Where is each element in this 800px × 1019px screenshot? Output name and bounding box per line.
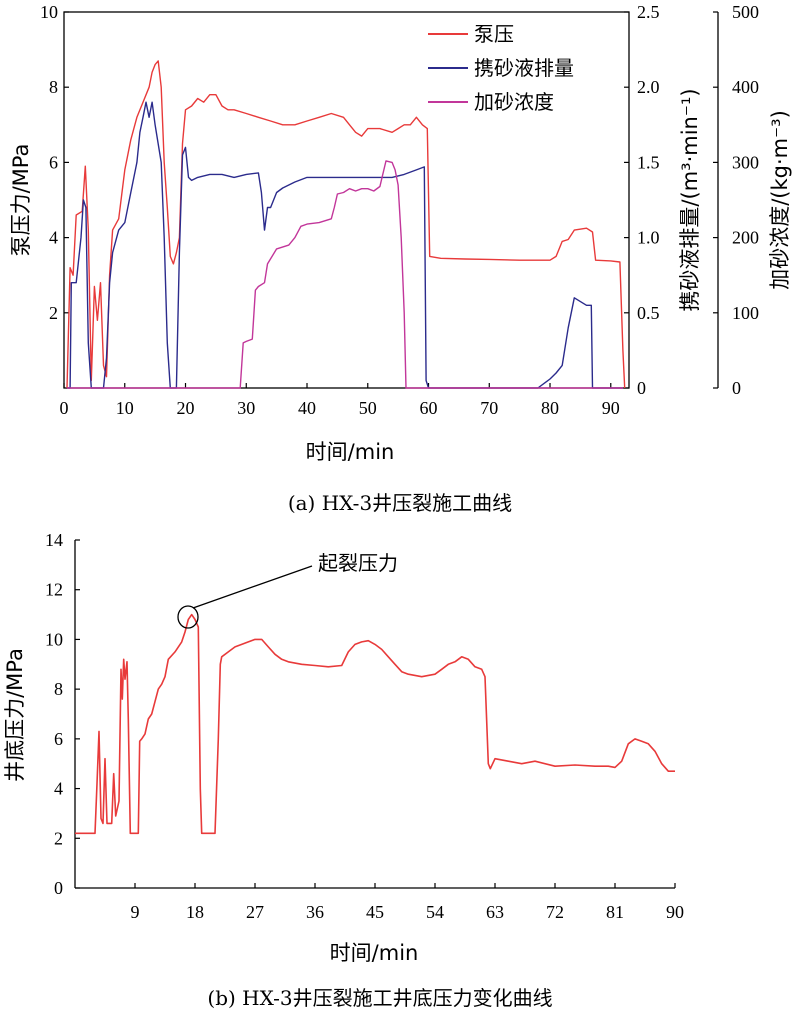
outer-y-tick-label: 300 xyxy=(732,152,759,172)
legend-label-flow-rate: 携砂液排量 xyxy=(474,56,574,80)
outer-y-tick-label: 400 xyxy=(732,77,759,97)
x-tick-label: 9 xyxy=(131,902,140,922)
left-y-tick-label: 10 xyxy=(40,2,58,22)
series-sand-concentration xyxy=(67,160,623,389)
chart-b-x-label: 时间/min xyxy=(330,941,419,965)
chart-a-legend: 泵压 携砂液排量 加砂浓度 xyxy=(428,22,574,114)
right-y-tick-label: 1.5 xyxy=(637,152,660,172)
chart-b-y-ticks: 0 2 4 6 8 10 12 14 xyxy=(45,530,80,898)
left-y-tick-label: 8 xyxy=(49,77,58,97)
x-tick-label: 27 xyxy=(246,902,264,922)
chart-a-left-y-ticks: 2 4 6 8 10 xyxy=(40,2,69,323)
y-tick-label: 10 xyxy=(45,629,63,649)
x-tick-label: 72 xyxy=(546,902,564,922)
chart-b-caption: (b) HX-3井压裂施工井底压力变化曲线 xyxy=(207,986,552,1010)
x-tick-label: 60 xyxy=(420,398,438,418)
series-flow-rate xyxy=(67,101,623,389)
chart-b-annotation: 起裂压力 xyxy=(177,551,398,629)
left-y-tick-label: 6 xyxy=(49,152,58,172)
y-tick-label: 6 xyxy=(54,729,63,749)
annotation-leader-line xyxy=(192,565,313,609)
chart-a-right-y-label: 携砂液排量/(m³·min⁻¹) xyxy=(678,88,702,311)
x-tick-label: 40 xyxy=(298,398,316,418)
outer-y-tick-label: 100 xyxy=(732,303,759,323)
x-tick-label: 20 xyxy=(177,398,195,418)
x-tick-label: 90 xyxy=(602,398,620,418)
chart-b-series xyxy=(75,613,675,835)
legend-label-pump-pressure: 泵压 xyxy=(474,22,514,46)
y-tick-label: 8 xyxy=(54,679,63,699)
chart-a-frame xyxy=(63,11,630,389)
x-tick-label: 81 xyxy=(606,902,624,922)
chart-a: 0 10 20 30 40 50 60 70 80 90 2 4 6 8 10 0 0.5 1.0 1.5 2.0… xyxy=(9,2,792,515)
chart-b-x-ticks: 9 18 27 36 45 54 63 72 81 90 xyxy=(131,883,684,922)
series-bottomhole-pressure xyxy=(75,613,675,835)
annotation-label: 起裂压力 xyxy=(318,551,398,575)
left-y-tick-label: 4 xyxy=(49,228,58,248)
chart-a-outer-y-ticks: 0 100 200 300 400 500 xyxy=(713,2,759,398)
x-tick-label: 0 xyxy=(60,398,69,418)
right-y-tick-label: 0 xyxy=(637,378,646,398)
x-tick-label: 36 xyxy=(306,902,324,922)
y-tick-label: 2 xyxy=(54,828,63,848)
right-y-tick-label: 1.0 xyxy=(637,228,660,248)
chart-a-right-y-ticks: 0 0.5 1.0 1.5 2.0 2.5 xyxy=(624,2,660,398)
y-tick-label: 4 xyxy=(54,779,63,799)
x-tick-label: 50 xyxy=(359,398,377,418)
x-tick-label: 30 xyxy=(237,398,255,418)
right-y-tick-label: 2.5 xyxy=(637,2,660,22)
y-tick-label: 0 xyxy=(54,878,63,898)
y-tick-label: 14 xyxy=(45,530,63,550)
chart-a-outer-y-label: 加砂浓度/(kg·m⁻³) xyxy=(768,110,792,290)
legend-label-sand-concentration: 加砂浓度 xyxy=(474,90,554,114)
x-tick-label: 10 xyxy=(116,398,134,418)
x-tick-label: 54 xyxy=(426,902,444,922)
right-y-tick-label: 2.0 xyxy=(637,77,660,97)
x-tick-label: 70 xyxy=(480,398,498,418)
x-tick-label: 63 xyxy=(486,902,504,922)
y-tick-label: 12 xyxy=(45,580,63,600)
series-pump-pressure xyxy=(66,60,626,389)
chart-a-left-y-label: 泵压力/MPa xyxy=(9,144,33,257)
left-y-tick-label: 2 xyxy=(49,303,58,323)
x-tick-label: 45 xyxy=(366,902,384,922)
chart-b-y-label: 井底压力/MPa xyxy=(3,648,27,782)
chart-a-x-ticks: 0 10 20 30 40 50 60 70 80 90 xyxy=(60,383,620,418)
chart-a-caption: (a) HX-3井压裂施工曲线 xyxy=(288,491,512,515)
x-tick-label: 18 xyxy=(186,902,204,922)
chart-b: 9 18 27 36 45 54 63 72 81 90 0 2 4 6 8 10 12 14 起裂压力 时间/… xyxy=(3,530,684,1010)
chart-a-series xyxy=(66,60,626,389)
right-y-tick-label: 0.5 xyxy=(637,303,660,323)
chart-a-x-label: 时间/min xyxy=(306,440,395,464)
x-tick-label: 80 xyxy=(541,398,559,418)
annotation-circle xyxy=(177,605,199,629)
outer-y-tick-label: 200 xyxy=(732,228,759,248)
x-tick-label: 90 xyxy=(666,902,684,922)
outer-y-tick-label: 0 xyxy=(732,378,741,398)
outer-y-tick-label: 500 xyxy=(732,2,759,22)
